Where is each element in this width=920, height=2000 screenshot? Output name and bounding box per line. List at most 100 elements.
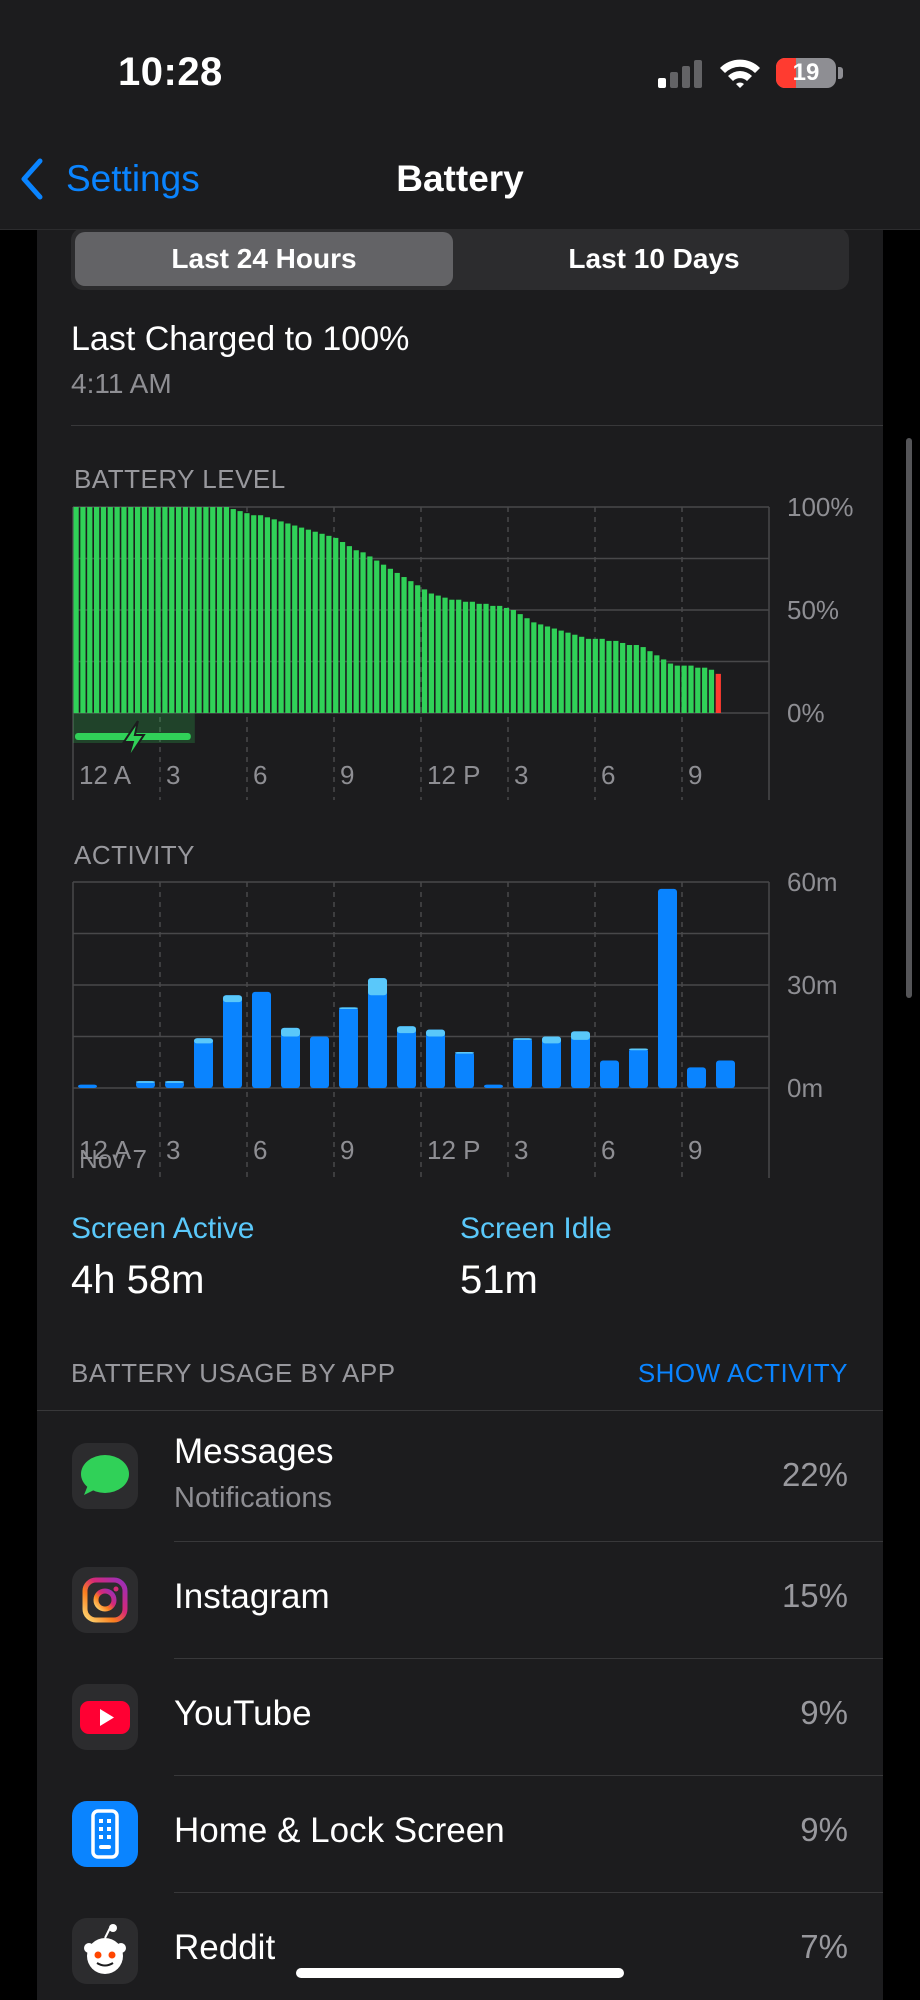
battery-level-bar xyxy=(647,651,653,713)
battery-level-bar xyxy=(476,603,482,713)
app-row-messages[interactable]: Messages Notifications 22% xyxy=(37,1410,883,1542)
battery-level-bar xyxy=(387,568,393,713)
reddit-icon xyxy=(72,1918,138,1984)
battery-level-bar xyxy=(244,513,250,713)
charging-bolt-icon xyxy=(122,720,146,760)
battery-level-bar xyxy=(210,507,216,713)
battery-level-bar xyxy=(100,507,107,713)
x-tick-label: 12 A xyxy=(79,760,132,790)
battery-level-bar xyxy=(428,593,434,713)
battery-level-bar xyxy=(292,525,298,713)
battery-level-bar xyxy=(148,507,154,713)
battery-level-bar xyxy=(114,507,120,713)
app-row-reddit[interactable]: Reddit 7% xyxy=(37,1893,883,2000)
activity-bar-idle xyxy=(136,1081,155,1083)
battery-level-bar xyxy=(510,610,516,713)
home-indicator[interactable] xyxy=(296,1968,624,1978)
divider xyxy=(174,1541,883,1542)
divider xyxy=(71,425,883,426)
battery-level-bar xyxy=(667,663,674,713)
app-percent: 9% xyxy=(800,1694,848,1731)
app-name: YouTube xyxy=(174,1694,312,1733)
battery-card: Last 24 Hours Last 10 Days Last Charged … xyxy=(37,230,883,2000)
page-title: Battery xyxy=(396,158,524,199)
y-tick-label: 60m xyxy=(787,867,838,897)
battery-level-bar xyxy=(449,599,455,713)
battery-percent-text: 19 xyxy=(792,59,820,86)
battery-level-bar xyxy=(517,614,523,713)
battery-level-bar xyxy=(456,599,462,713)
battery-level-bar xyxy=(285,523,291,713)
battery-level-bar xyxy=(196,507,202,713)
y-tick-label: 30m xyxy=(787,970,838,1000)
activity-bar-active xyxy=(223,995,242,1088)
app-subtitle: Notifications xyxy=(174,1482,332,1514)
battery-level-bar xyxy=(640,647,646,713)
activity-bar-active xyxy=(368,978,387,1088)
app-row-home-lock-screen[interactable]: Home & Lock Screen 9% xyxy=(37,1776,883,1893)
battery-level-bar xyxy=(620,642,626,713)
battery-level-bar xyxy=(702,667,708,713)
app-percent: 9% xyxy=(800,1811,848,1848)
segment-last-10-days[interactable]: Last 10 Days xyxy=(568,243,740,274)
battery-level-bar xyxy=(715,673,721,713)
battery-level-bar xyxy=(216,507,223,713)
battery-level-bar xyxy=(592,638,598,713)
divider xyxy=(174,1892,883,1893)
battery-level-bar xyxy=(264,517,271,713)
x-tick-label: 6 xyxy=(253,1135,267,1165)
activity-bar-active xyxy=(426,1029,445,1088)
x-tick-label: 9 xyxy=(688,1135,702,1165)
battery-level-bar xyxy=(415,585,421,713)
show-activity-button[interactable]: SHOW ACTIVITY xyxy=(637,1358,848,1388)
battery-level-bar xyxy=(134,507,141,713)
battery-level-bar xyxy=(305,529,312,713)
activity-bar-idle xyxy=(339,1007,358,1010)
battery-level-bar xyxy=(421,589,428,713)
battery-level-bar xyxy=(613,640,619,713)
wifi-icon xyxy=(720,59,760,88)
battery-level-bar xyxy=(80,507,86,713)
x-tick-label: 12 A xyxy=(79,1135,132,1165)
activity-bar-active xyxy=(600,1060,619,1088)
app-name: Messages xyxy=(174,1432,334,1471)
battery-level-bar xyxy=(121,507,127,713)
battery-level-bar xyxy=(73,507,79,713)
battery-level-bar xyxy=(162,507,168,713)
battery-level-bar xyxy=(565,632,571,713)
battery-level-bar xyxy=(93,507,100,713)
time-range-segmented-control: Last 24 Hours Last 10 Days xyxy=(71,230,849,290)
battery-level-bar xyxy=(87,507,93,713)
battery-level-bar xyxy=(333,537,339,713)
battery-level-bar xyxy=(401,577,407,713)
battery-level-bar xyxy=(230,509,236,713)
activity-bar-active xyxy=(194,1038,213,1088)
battery-level-bar xyxy=(408,581,414,713)
battery-level-bar xyxy=(558,630,564,713)
activity-bar-active xyxy=(281,1027,300,1088)
app-row-instagram[interactable]: Instagram 15% xyxy=(37,1542,883,1659)
activity-bar-idle xyxy=(542,1036,561,1044)
battery-level-bar xyxy=(524,618,530,713)
activity-bar-active xyxy=(629,1048,648,1088)
activity-label: ACTIVITY xyxy=(74,840,196,870)
activity-bar-idle xyxy=(165,1081,184,1083)
battery-level-bar xyxy=(572,634,578,713)
back-button[interactable]: Settings xyxy=(18,154,200,204)
app-name: Instagram xyxy=(174,1577,330,1616)
x-tick-label: 3 xyxy=(166,760,180,790)
back-button-label: Settings xyxy=(66,158,200,199)
battery-usage-header: BATTERY USAGE BY APP xyxy=(71,1358,396,1388)
battery-level-bar xyxy=(708,669,715,713)
battery-level-bar xyxy=(312,531,318,713)
segment-last-24-hours[interactable]: Last 24 Hours xyxy=(75,232,453,286)
scroll-indicator[interactable] xyxy=(906,438,912,998)
battery-level-bar xyxy=(544,626,551,713)
battery-level-bar xyxy=(585,638,592,713)
activity-bar-active xyxy=(513,1038,532,1088)
activity-bar-idle xyxy=(513,1038,532,1040)
y-tick-label: 100% xyxy=(787,492,854,522)
activity-bar-active xyxy=(571,1031,590,1088)
app-row-youtube[interactable]: YouTube 9% xyxy=(37,1659,883,1776)
activity-bar-idle xyxy=(629,1048,648,1051)
